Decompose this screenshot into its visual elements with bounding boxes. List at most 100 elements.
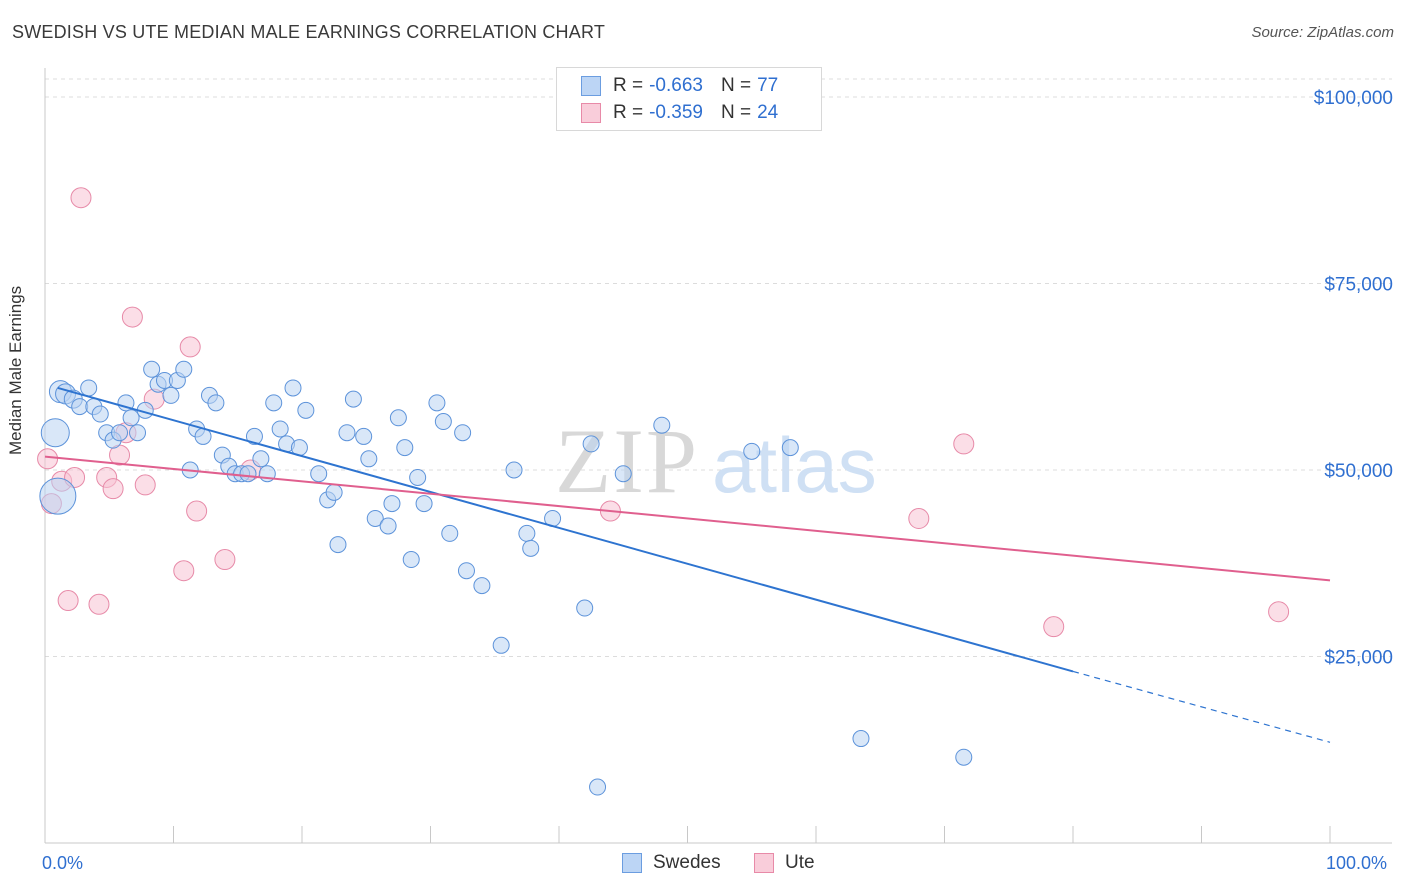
swedes-point: [284, 379, 302, 397]
swedes-point: [122, 409, 140, 427]
ute-point: [70, 187, 92, 209]
swedes-point: [781, 439, 799, 457]
y-tick-labels: $100,000 $75,000 $50,000 $25,000: [1314, 88, 1393, 669]
x-axis-min-label: 0.0%: [42, 853, 84, 873]
swedes-point: [71, 398, 89, 416]
swedes-point: [129, 424, 147, 442]
legend-r-value-ute: -0.359: [649, 102, 703, 123]
watermark-atlas: atlas: [712, 421, 877, 509]
swedes-point: [162, 386, 180, 404]
ute-point: [1268, 601, 1290, 623]
swedes-point: [852, 730, 870, 748]
legend-r-label: R =: [613, 102, 644, 123]
legend-r-label: R =: [613, 75, 644, 96]
swedes-label: Swedes: [653, 852, 721, 873]
ute-point: [908, 507, 930, 529]
swedes-point: [207, 394, 225, 412]
swedes-point: [396, 439, 414, 457]
ute-point: [953, 433, 975, 455]
swedes-point: [428, 394, 446, 412]
zipatlas-watermark: ZIP atlas: [555, 410, 877, 512]
ute-point: [37, 448, 59, 470]
swedes-point: [325, 483, 343, 501]
swedes-point: [576, 599, 594, 617]
swedes-point: [265, 394, 283, 412]
source-label: Source: ZipAtlas.com: [1251, 24, 1394, 41]
y-tick-label: $75,000: [1324, 275, 1393, 296]
ute-point: [1043, 616, 1065, 638]
swedes-point: [457, 562, 475, 580]
swedes-point: [454, 424, 472, 442]
swedes-point: [518, 524, 536, 542]
swedes-point: [589, 778, 607, 796]
legend-row-swedes: R = -0.663 N = 77: [581, 74, 778, 98]
ute-point: [214, 549, 236, 571]
swedes-point: [310, 465, 328, 483]
ute-point: [102, 478, 124, 500]
swedes-point: [955, 748, 973, 766]
legend-item-swedes[interactable]: Swedes: [622, 852, 721, 874]
swedes-point: [366, 509, 384, 527]
swedes-point: [360, 450, 378, 468]
ute-point: [186, 500, 208, 522]
swedes-point: [111, 424, 129, 442]
legend-n-value-swedes: 77: [757, 75, 779, 96]
swedes-point: [80, 379, 98, 397]
swedes-point: [653, 416, 671, 434]
swedes-swatch: [622, 853, 642, 873]
swedes-point: [441, 524, 459, 542]
legend-n-value-ute: 24: [757, 102, 779, 123]
chart-title: SWEDISH VS UTE MEDIAN MALE EARNINGS CORR…: [12, 22, 606, 42]
x-axis-max-label: 100.0%: [1326, 853, 1388, 873]
legend-item-ute[interactable]: Ute: [754, 852, 815, 874]
y-axis-title: Median Male Earnings: [6, 285, 25, 455]
swedes-point: [40, 418, 70, 448]
swedes-point: [297, 401, 315, 419]
swedes-point: [39, 477, 77, 515]
legend-n-label: N =: [720, 75, 752, 96]
swedes-point: [743, 442, 761, 460]
swedes-point: [402, 551, 420, 569]
ute-trend-line: [44, 455, 1331, 582]
swedes-point: [389, 409, 407, 427]
legend-n-label: N =: [720, 102, 752, 123]
ute-point: [179, 336, 201, 358]
swedes-point: [434, 413, 452, 431]
ute-point: [173, 560, 195, 582]
swedes-point: [614, 465, 632, 483]
ute-swatch: [754, 853, 774, 873]
swedes-point: [252, 450, 270, 468]
swedes-point: [175, 360, 193, 378]
swedes-point: [143, 360, 161, 378]
correlation-legend: R = -0.663 N = 77 R = -0.359 N = 24: [556, 67, 822, 131]
swedes-point: [522, 539, 540, 557]
swedes-point: [415, 495, 433, 513]
swedes-point: [473, 577, 491, 595]
swedes-point: [271, 420, 289, 438]
y-tick-label: $50,000: [1324, 461, 1393, 482]
swedes-points: [39, 360, 973, 796]
swedes-point: [582, 435, 600, 453]
legend-row-ute: R = -0.359 N = 24: [581, 101, 778, 125]
series-legend: Swedes Ute: [0, 852, 1406, 878]
ute-point: [134, 474, 156, 496]
ute-label: Ute: [785, 852, 815, 873]
swedes-point: [329, 536, 347, 554]
watermark-zip: ZIP: [555, 410, 699, 512]
ute-point: [121, 306, 143, 328]
legend-swatch-swedes: [581, 76, 601, 96]
legend-swatch-ute: [581, 103, 601, 123]
grid-lines: [45, 78, 1392, 657]
swedes-point: [383, 495, 401, 513]
swedes-point: [355, 427, 373, 445]
trend-lines: [44, 386, 1331, 743]
y-tick-label: $25,000: [1324, 648, 1393, 669]
swedes-point: [245, 427, 263, 445]
swedes-trend-extension: [1072, 670, 1331, 743]
swedes-point: [379, 517, 397, 535]
swedes-point: [505, 461, 523, 479]
swedes-point: [338, 424, 356, 442]
y-tick-label: $100,000: [1314, 88, 1393, 109]
swedes-point: [91, 405, 109, 423]
